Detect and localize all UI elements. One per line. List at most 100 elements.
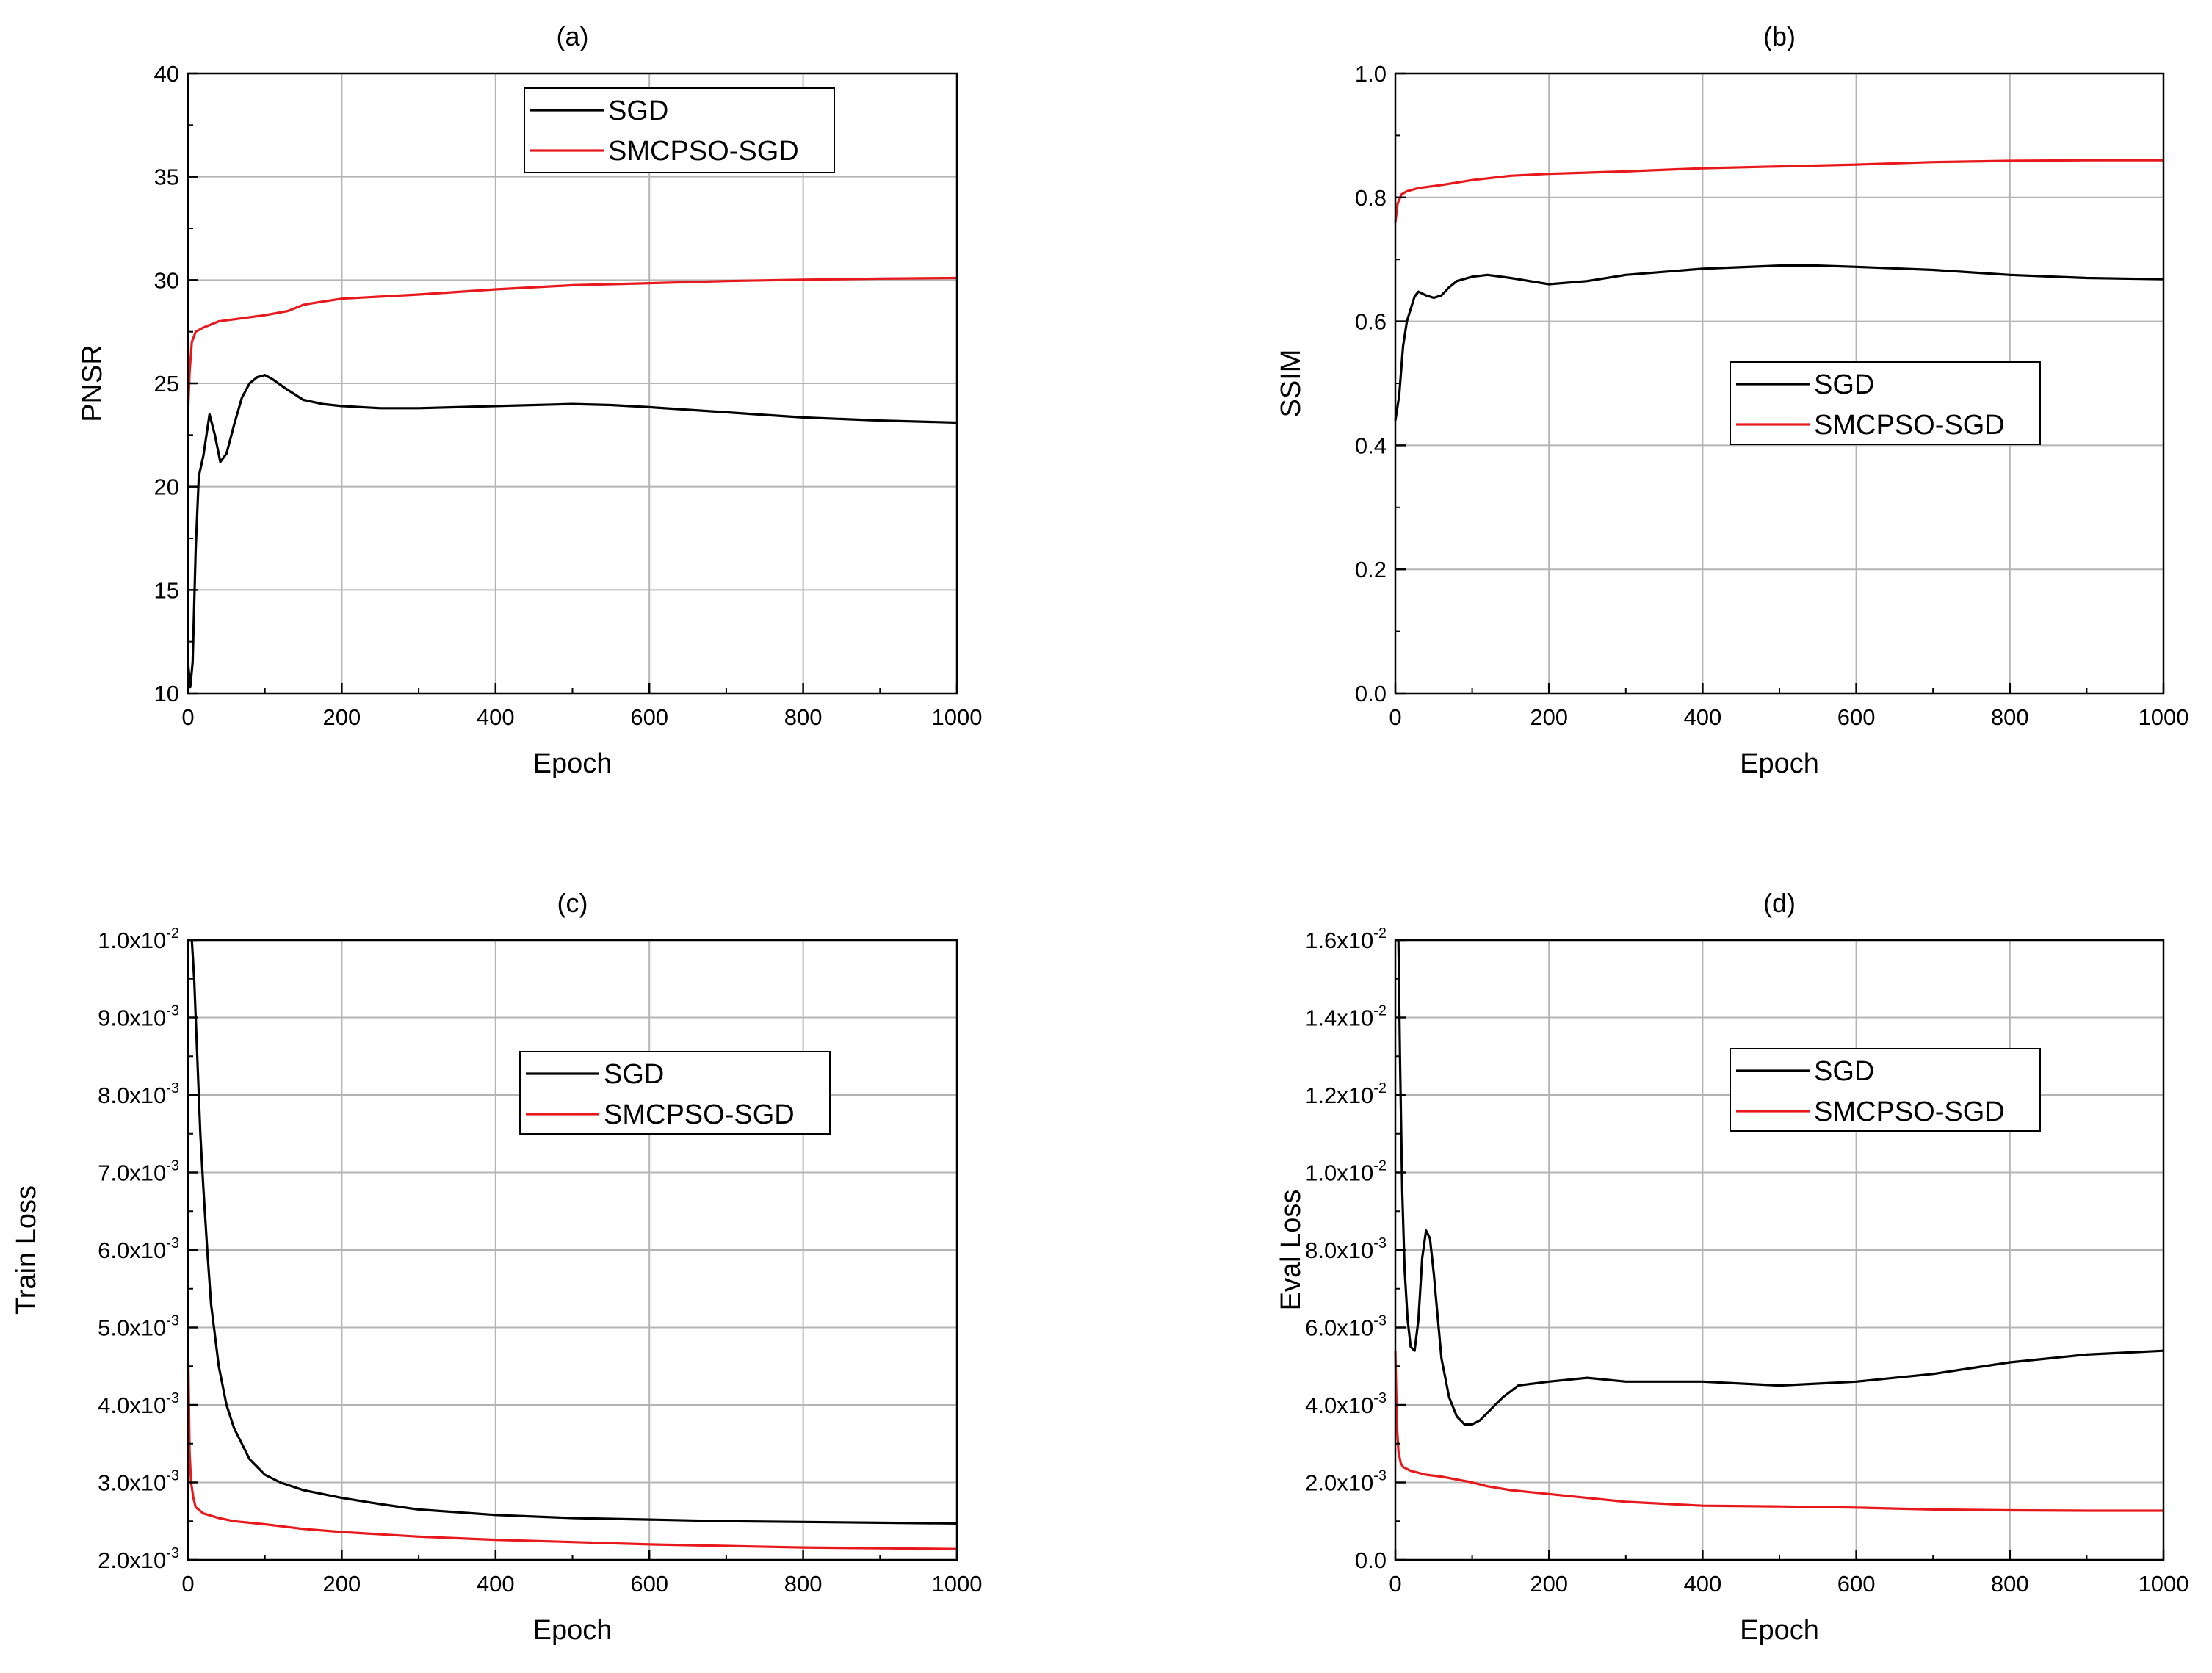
y-tick-exponent: -3: [166, 1003, 179, 1019]
y-axis-label: Train Loss: [11, 1185, 42, 1315]
y-tick-mantissa: 0.4: [1355, 433, 1387, 458]
panel-title: (b): [1763, 21, 1796, 51]
panel-title: (a): [557, 21, 589, 51]
y-tick-label: 1.0: [1355, 61, 1387, 87]
y-tick-mantissa: 15: [154, 577, 179, 603]
panel-title: (d): [1763, 888, 1796, 918]
y-tick-exponent: -3: [166, 1545, 179, 1561]
y-tick-label: 8.0x10-3: [1305, 1235, 1387, 1263]
y-tick-exponent: -2: [166, 925, 179, 942]
y-tick-label: 1.6x10-2: [1305, 925, 1387, 953]
chart-panel-c: (c)0 200 400 600 800 10002.0x10-33.0x10-34.0x…: [11, 888, 982, 1646]
y-tick-exponent: -3: [166, 1235, 179, 1251]
x-tick-label: 600: [1837, 1571, 1876, 1597]
legend: SGD SMCPSO-SGD: [519, 1051, 831, 1135]
y-tick-mantissa: 8.0x10: [98, 1083, 166, 1108]
y-tick-label: 7.0x10-3: [98, 1158, 179, 1186]
y-tick-mantissa: 1.0x10: [98, 928, 166, 953]
y-tick-exponent: -3: [166, 1158, 179, 1174]
x-axis-label: Epoch: [1740, 1615, 1819, 1646]
x-tick-label: 200: [323, 1571, 361, 1597]
y-tick-label: 0.4: [1355, 433, 1387, 458]
x-tick-label: 1000: [932, 704, 983, 730]
series-line-sgd: [1394, 264, 2164, 421]
y-tick-label: 35: [154, 165, 179, 190]
series-line-smcpso-sgd: [1394, 1351, 2164, 1512]
y-tick-mantissa: 2.0x10: [1305, 1470, 1373, 1496]
y-tick-exponent: -3: [1373, 1468, 1387, 1484]
y-tick-label: 6.0x10-3: [1305, 1313, 1387, 1341]
x-tick-label: 400: [1684, 1571, 1722, 1597]
series-line-sgd: [1397, 939, 2164, 1426]
legend: SGD SMCPSO-SGD: [524, 87, 835, 173]
y-tick-exponent: -3: [1373, 1235, 1387, 1251]
legend: SGD SMCPSO-SGD: [1730, 361, 2041, 445]
y-tick-exponent: -3: [1373, 1390, 1387, 1406]
x-tick-label: 1000: [2139, 1571, 2189, 1597]
x-tick-label: 1000: [2139, 704, 2189, 730]
y-tick-label: 0.0: [1355, 681, 1387, 707]
y-tick-label: 8.0x10-3: [98, 1080, 179, 1108]
y-tick-mantissa: 0.8: [1355, 185, 1387, 211]
y-tick-label: 1.0x10-2: [1305, 1158, 1387, 1186]
y-tick-mantissa: 5.0x10: [98, 1315, 166, 1341]
y-tick-label: 2.0x10-3: [98, 1545, 179, 1573]
y-tick-mantissa: 0.0: [1355, 1547, 1387, 1573]
legend-box: [1730, 1048, 2041, 1132]
legend-label-smcpso-sgd: SMCPSO-SGD: [608, 136, 799, 167]
y-tick-label: 1.4x10-2: [1305, 1003, 1387, 1031]
y-tick-exponent: -3: [166, 1390, 179, 1406]
y-tick-mantissa: 25: [154, 371, 179, 397]
x-axis-label: Epoch: [1740, 748, 1819, 779]
legend-box: [524, 87, 835, 173]
x-tick-label: 400: [477, 704, 515, 730]
x-tick-label: 200: [1530, 1571, 1568, 1597]
x-tick-label: 600: [1837, 704, 1876, 730]
legend-label-sgd: SGD: [608, 95, 668, 126]
y-tick-label: 15: [154, 577, 179, 603]
x-tick-label: 0: [181, 704, 194, 730]
y-tick-exponent: -3: [1373, 1313, 1387, 1329]
legend-label-smcpso-sgd: SMCPSO-SGD: [604, 1099, 795, 1130]
legend-box: [1730, 361, 2041, 445]
y-tick-exponent: -2: [1373, 1080, 1387, 1096]
y-tick-mantissa: 4.0x10: [98, 1392, 166, 1418]
y-tick-exponent: -3: [166, 1468, 179, 1484]
y-tick-label: 20: [154, 474, 179, 500]
x-tick-label: 600: [630, 1571, 668, 1597]
y-tick-mantissa: 3.0x10: [98, 1470, 166, 1496]
x-tick-label: 800: [784, 1571, 823, 1597]
x-tick-label: 0: [181, 1571, 194, 1597]
series-line-smcpso-sgd: [187, 1334, 958, 1550]
y-tick-label: 4.0x10-3: [98, 1390, 179, 1418]
y-tick-label: 40: [154, 61, 179, 87]
x-tick-label: 400: [1684, 704, 1722, 730]
y-tick-exponent: -3: [166, 1080, 179, 1096]
x-tick-label: 800: [784, 704, 823, 730]
y-tick-mantissa: 1.2x10: [1305, 1083, 1373, 1108]
y-tick-exponent: -3: [166, 1313, 179, 1329]
x-tick-label: 800: [1991, 704, 2029, 730]
y-tick-exponent: -2: [1373, 925, 1387, 942]
y-tick-label: 0.8: [1355, 185, 1387, 211]
x-tick-label: 0: [1389, 1571, 1401, 1597]
y-tick-mantissa: 0.6: [1355, 309, 1387, 335]
y-tick-label: 0.6: [1355, 309, 1387, 335]
y-tick-label: 6.0x10-3: [98, 1235, 179, 1263]
x-tick-label: 800: [1991, 1571, 2029, 1597]
chart-panel-a: (a) 0 200 400 600 800 1000 10 15 20 25 30 35 40 Epoch P…: [77, 21, 982, 779]
y-tick-mantissa: 30: [154, 267, 179, 293]
series-line-smcpso-sgd: [1394, 159, 2164, 223]
y-tick-exponent: -2: [1373, 1003, 1387, 1019]
y-tick-label: 9.0x10-3: [98, 1003, 179, 1031]
y-tick-mantissa: 10: [154, 681, 179, 707]
legend-label-smcpso-sgd: SMCPSO-SGD: [1814, 410, 2005, 441]
x-tick-label: 1000: [932, 1571, 983, 1597]
y-tick-label: 2.0x10-3: [1305, 1468, 1387, 1496]
legend-label-sgd: SGD: [604, 1059, 664, 1090]
y-tick-label: 0.2: [1355, 557, 1387, 582]
x-tick-label: 400: [477, 1571, 515, 1597]
y-axis-label: SSIM: [1276, 350, 1306, 418]
legend-label-sgd: SGD: [1814, 1056, 1874, 1087]
